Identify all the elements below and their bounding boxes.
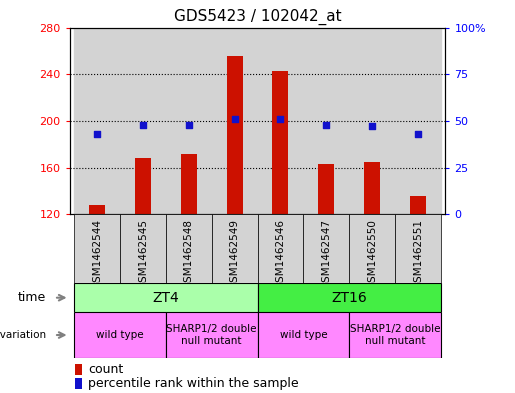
Bar xyxy=(166,214,212,283)
Text: GSM1462551: GSM1462551 xyxy=(413,219,423,289)
Point xyxy=(322,121,331,128)
Title: GDS5423 / 102042_at: GDS5423 / 102042_at xyxy=(174,9,341,25)
Point xyxy=(368,123,376,130)
Text: GSM1462548: GSM1462548 xyxy=(184,219,194,289)
Bar xyxy=(74,312,166,358)
Point xyxy=(414,131,422,137)
Bar xyxy=(166,312,258,358)
Text: SHARP1/2 double
null mutant: SHARP1/2 double null mutant xyxy=(350,324,440,346)
Point xyxy=(230,116,238,122)
Bar xyxy=(135,158,151,214)
Point xyxy=(139,121,147,128)
Text: GSM1462544: GSM1462544 xyxy=(92,219,102,289)
Bar xyxy=(410,195,426,214)
Bar xyxy=(349,214,395,283)
Point xyxy=(184,121,193,128)
Text: wild type: wild type xyxy=(280,330,327,340)
Text: SHARP1/2 double
null mutant: SHARP1/2 double null mutant xyxy=(166,324,257,346)
Bar xyxy=(74,283,258,312)
Text: count: count xyxy=(88,362,123,376)
Bar xyxy=(395,214,441,283)
Bar xyxy=(212,28,258,214)
Text: GSM1462545: GSM1462545 xyxy=(138,219,148,289)
Text: GSM1462550: GSM1462550 xyxy=(367,219,377,289)
Text: ZT16: ZT16 xyxy=(331,291,367,305)
Bar xyxy=(303,28,349,214)
Bar xyxy=(181,154,197,214)
Text: GSM1462549: GSM1462549 xyxy=(230,219,239,289)
Point xyxy=(277,116,285,122)
Bar xyxy=(258,214,303,283)
Bar xyxy=(89,205,105,214)
Point xyxy=(93,131,101,137)
Bar xyxy=(212,214,258,283)
Text: GSM1462546: GSM1462546 xyxy=(276,219,285,289)
Text: percentile rank within the sample: percentile rank within the sample xyxy=(88,377,299,390)
Bar xyxy=(166,28,212,214)
Bar xyxy=(74,214,120,283)
Bar xyxy=(74,28,120,214)
Text: GSM1462547: GSM1462547 xyxy=(321,219,331,289)
Bar xyxy=(258,312,349,358)
Text: genotype/variation: genotype/variation xyxy=(0,330,46,340)
Bar xyxy=(364,162,380,214)
Bar xyxy=(318,164,334,214)
Bar xyxy=(349,312,441,358)
Bar xyxy=(258,28,303,214)
Bar xyxy=(272,71,288,214)
Bar xyxy=(227,55,243,214)
Bar xyxy=(120,28,166,214)
Bar xyxy=(120,214,166,283)
Text: time: time xyxy=(18,291,46,304)
Bar xyxy=(303,214,349,283)
Text: wild type: wild type xyxy=(96,330,144,340)
Bar xyxy=(395,28,441,214)
Bar xyxy=(349,28,395,214)
Bar xyxy=(258,283,441,312)
Text: ZT4: ZT4 xyxy=(152,291,179,305)
